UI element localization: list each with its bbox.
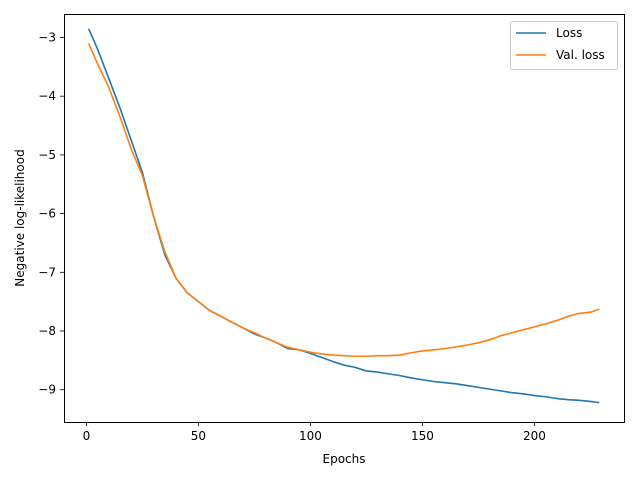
x-axis-label: Epochs [323,452,366,466]
series-line-val-loss [87,43,600,358]
x-tick-label: 50 [191,429,206,443]
legend-label-loss: Loss [556,26,582,40]
x-tick-label: 0 [83,429,91,443]
legend: Loss Val. loss [510,21,618,70]
y-tick-label: −3 [38,30,56,44]
x-tick-label: 200 [523,429,546,443]
axis-ticks: 0 50 100 150 200 −9 −8 −7 −6 −5 −4 −3 [38,30,546,443]
series-layer [87,28,600,404]
legend-label-val-loss: Val. loss [556,48,605,62]
x-tick-label: 150 [411,429,434,443]
series-line-loss [87,28,600,404]
x-tick-label: 100 [299,429,322,443]
y-tick-label: −9 [38,383,56,397]
y-axis-label: Negative log-likelihood [13,149,27,286]
y-tick-label: −8 [38,324,56,338]
plot-frame [64,14,625,423]
y-tick-label: −7 [38,265,56,279]
y-tick-label: −4 [38,89,56,103]
y-tick-label: −5 [38,148,56,162]
y-tick-label: −6 [38,207,56,221]
